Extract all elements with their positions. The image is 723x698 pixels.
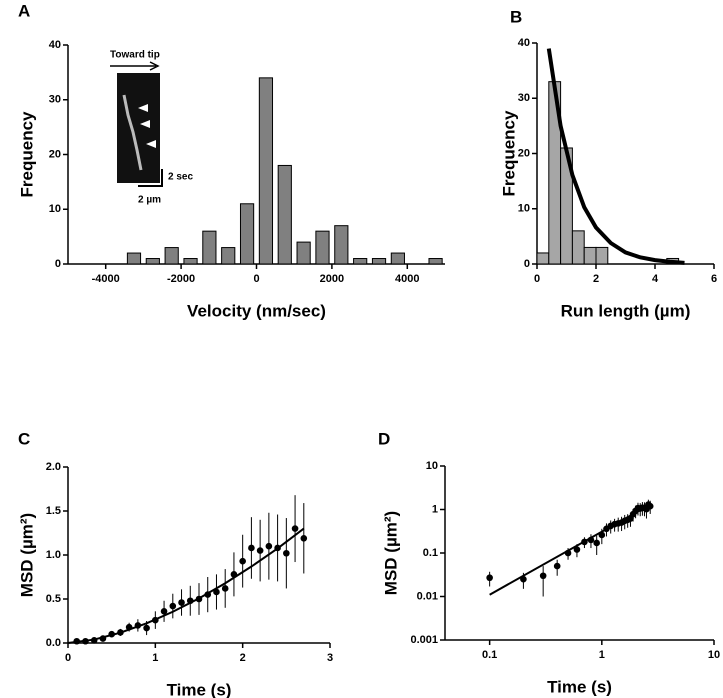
bar: [334, 225, 349, 265]
point: [248, 544, 255, 552]
y-tick-label: 0: [524, 258, 530, 270]
y-tick-label: 0: [55, 258, 61, 270]
point: [291, 525, 299, 532]
point: [143, 624, 150, 632]
y-axis-label: MSD (µm²): [381, 511, 400, 595]
y-tick-label: 10: [426, 460, 438, 472]
y-tick-label: 10: [518, 203, 530, 215]
bar: [164, 247, 179, 265]
x-tick-label: 2: [593, 273, 599, 285]
bar: [353, 258, 368, 265]
x-tick-label: 10: [708, 649, 720, 661]
inset: Toward tip 2 sec 2 µm: [110, 50, 193, 206]
x-tick-label: 0: [534, 273, 540, 285]
x-tick-label: -4000: [92, 273, 120, 285]
x-axis-label: Run length (µm): [561, 301, 691, 320]
x-tick-label: 3: [327, 652, 333, 664]
y-axis-label: Frequency: [17, 111, 36, 198]
point: [239, 557, 246, 565]
x-tick-label: 4000: [395, 273, 419, 285]
bar: [595, 246, 609, 265]
x-tick-label: 4: [652, 273, 659, 285]
x-tick-label: 1: [599, 649, 605, 661]
y-tick-label: 1.5: [46, 505, 61, 517]
y-tick-label: 0.5: [46, 593, 61, 605]
y-tick-label: 0.1: [423, 547, 438, 559]
x-axis-label: Velocity (nm/sec): [187, 301, 326, 320]
bar: [145, 258, 160, 265]
x-tick-label: 2: [240, 652, 246, 664]
x-tick-label: 0: [65, 652, 71, 664]
point: [553, 562, 561, 570]
scale-bar: [138, 169, 163, 187]
y-tick-label: 0.001: [410, 634, 438, 646]
x-tick-label: 2000: [320, 273, 344, 285]
bar: [371, 258, 387, 265]
y-tick-label: 0.0: [46, 637, 61, 649]
fit-line: [546, 48, 685, 265]
y-tick-label: 2.0: [46, 461, 61, 473]
point: [573, 546, 581, 553]
bar: [277, 164, 292, 265]
fit-line: [489, 503, 651, 596]
x-axis-label: Time (s): [547, 677, 612, 696]
direction-arrowhead: [149, 61, 160, 71]
y-axis-label: MSD (µm²): [17, 513, 36, 597]
kymograph: [117, 73, 160, 183]
bar: [239, 203, 255, 265]
bar: [390, 252, 405, 265]
point: [300, 534, 308, 542]
arrowheads: [138, 104, 156, 148]
x-tick-label: -2000: [167, 273, 195, 285]
distance-scale-label: 2 µm: [138, 195, 161, 206]
x-axis-label: Time (s): [167, 680, 232, 698]
point: [486, 574, 493, 582]
bar: [202, 230, 217, 265]
point: [283, 549, 290, 557]
panel-label: D: [378, 429, 390, 448]
bar: [428, 258, 443, 265]
bar: [571, 230, 585, 265]
bar: [221, 247, 236, 265]
y-tick-label: 30: [49, 94, 61, 106]
y-tick-label: 30: [518, 92, 530, 104]
y-tick-label: 10: [49, 203, 61, 215]
y-tick-label: 0.01: [417, 590, 438, 602]
y-axis-label: Frequency: [499, 110, 518, 197]
point: [160, 608, 168, 615]
time-scale-label: 2 sec: [168, 172, 193, 183]
panel-label: C: [18, 429, 30, 448]
y-tick-label: 1: [432, 503, 438, 515]
bar: [536, 252, 550, 265]
bar: [258, 77, 274, 265]
bar: [583, 246, 597, 265]
point: [265, 542, 273, 550]
y-tick-label: 40: [518, 37, 530, 49]
y-tick-label: 20: [518, 147, 530, 159]
point: [593, 539, 600, 547]
fit-line: [67, 527, 305, 644]
panel-label: B: [510, 7, 522, 26]
bar: [183, 258, 198, 265]
point: [539, 572, 547, 580]
bar: [315, 230, 330, 265]
y-tick-label: 40: [49, 39, 61, 51]
kymograph-track: [122, 94, 143, 171]
y-tick-label: 20: [49, 148, 61, 160]
point: [178, 599, 185, 606]
bar: [296, 241, 311, 265]
panel-label: A: [18, 1, 30, 20]
direction-label: Toward tip: [110, 50, 160, 61]
x-tick-label: 0.1: [482, 649, 497, 661]
y-tick-label: 1.0: [46, 549, 61, 561]
x-tick-label: 0: [253, 273, 259, 285]
x-tick-label: 6: [711, 273, 717, 285]
point: [221, 585, 229, 592]
point: [169, 602, 177, 610]
x-tick-label: 1: [152, 652, 158, 664]
point: [256, 547, 264, 554]
bar: [126, 252, 142, 265]
